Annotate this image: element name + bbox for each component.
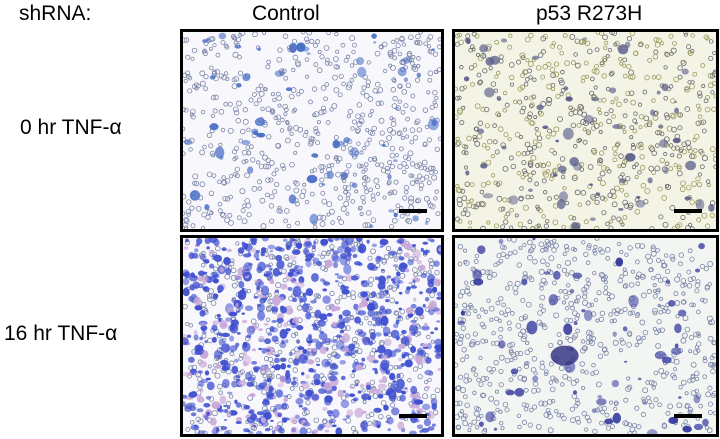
scale-bar <box>674 209 702 213</box>
micrograph-p53-16hr <box>452 235 719 437</box>
row-label-0hr: 0 hr TNF-α <box>20 116 122 139</box>
shrna-label: shRNA: <box>19 2 92 25</box>
micrograph-control-16hr <box>180 235 444 437</box>
row-label-16hr: 16 hr TNF-α <box>4 322 118 345</box>
scale-bar <box>399 414 427 418</box>
scale-bar <box>674 414 702 418</box>
micrograph-p53-0hr <box>452 29 719 232</box>
micrograph-control-0hr <box>180 29 444 232</box>
scale-bar <box>399 209 427 213</box>
column-header-p53: p53 R273H <box>536 2 643 25</box>
column-header-control: Control <box>252 2 320 25</box>
